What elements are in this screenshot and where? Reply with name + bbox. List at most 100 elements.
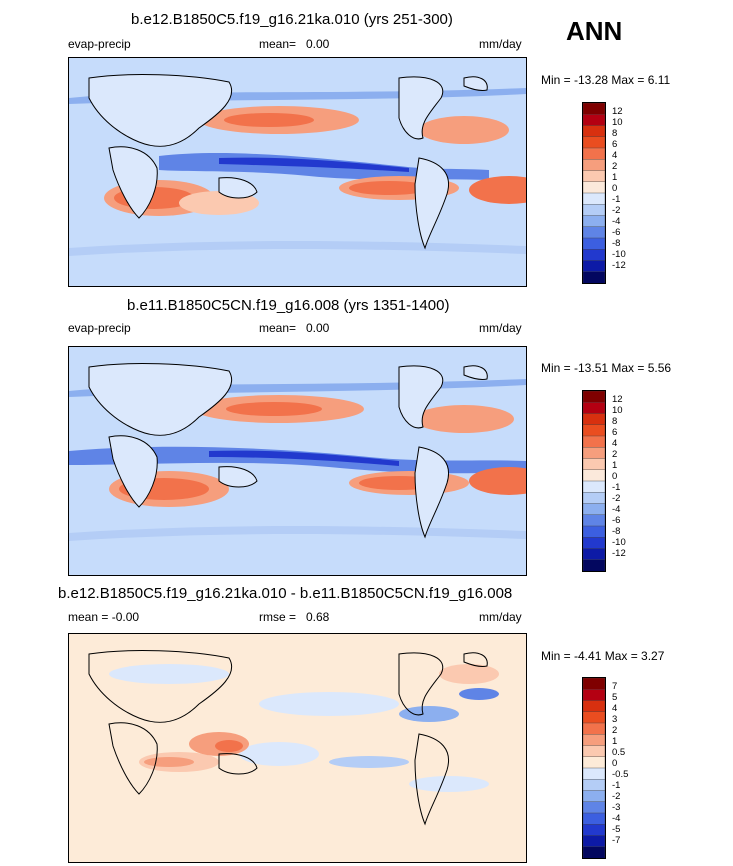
- colorbar-swatch: [583, 170, 605, 183]
- panel-2-cb-label: -4: [612, 504, 621, 515]
- panel-1-cb-label: 6: [612, 139, 618, 150]
- panel-3-cb-label: 7: [612, 681, 618, 692]
- colorbar-swatch: [583, 237, 605, 250]
- colorbar-swatch: [583, 413, 605, 426]
- colorbar-swatch: [583, 835, 605, 848]
- colorbar-swatch: [583, 215, 605, 228]
- panel-3-rmse-label: rmse =: [259, 610, 297, 624]
- panel-3-cb-label: 3: [612, 714, 618, 725]
- colorbar-swatch: [583, 711, 605, 724]
- panel-1-cb-label: -2: [612, 205, 621, 216]
- colorbar-swatch: [583, 260, 605, 273]
- colorbar-swatch: [583, 514, 605, 527]
- panel-2-colorbar: 12 10 8 6 4 2 1 0 -1 -2 -4 -6 -8 -10 -12: [582, 390, 626, 572]
- colorbar-swatch: [583, 435, 605, 448]
- panel-1-cb-label: 12: [612, 106, 623, 117]
- panel-2-cb-label: -8: [612, 526, 621, 537]
- panel-1-cb-label: -4: [612, 216, 621, 227]
- panel-3-cb-label: -0.5: [612, 769, 629, 780]
- colorbar-swatch: [583, 391, 605, 403]
- panel-2-cb-label: -10: [612, 537, 626, 548]
- colorbar-swatch: [583, 678, 605, 690]
- panel-3-field: [69, 634, 526, 862]
- colorbar-swatch: [583, 181, 605, 194]
- colorbar-swatch: [583, 824, 605, 837]
- panel-1-field: [69, 58, 526, 286]
- panel-1-cb-label: 0: [612, 183, 618, 194]
- colorbar-swatch: [583, 147, 605, 160]
- colorbar-swatch: [583, 159, 605, 172]
- colorbar-swatch: [583, 548, 605, 561]
- panel-2-mean-value: 0.00: [306, 321, 330, 335]
- panel-3-units: mm/day: [479, 610, 522, 624]
- colorbar-swatch: [583, 458, 605, 471]
- panel-3-map: [68, 633, 527, 863]
- panel-1-units: mm/day: [479, 37, 522, 51]
- colorbar-swatch: [583, 103, 605, 115]
- colorbar-swatch: [583, 790, 605, 803]
- panel-2-field: [69, 347, 526, 575]
- colorbar-swatch: [583, 846, 605, 858]
- panel-2-units: mm/day: [479, 321, 522, 335]
- panel-1-variable-label: evap-precip: [68, 37, 131, 51]
- panel-3-cb-label: -2: [612, 791, 621, 802]
- panel-1-colorbar-swatches: [582, 102, 606, 284]
- panel-2-map: [68, 346, 527, 576]
- colorbar-swatch: [583, 424, 605, 437]
- panel-2-mean-label: mean=: [259, 321, 297, 335]
- colorbar-swatch: [583, 204, 605, 217]
- colorbar-swatch: [583, 469, 605, 482]
- panel-3-title: b.e12.B1850C5.f19_g16.21ka.010 - b.e11.B…: [58, 585, 513, 602]
- season-label: ANN: [566, 16, 623, 46]
- panel-1-cb-label: 1: [612, 172, 618, 183]
- colorbar-swatch: [583, 125, 605, 138]
- panel-3-cb-label: -3: [612, 802, 621, 813]
- colorbar-swatch: [583, 559, 605, 571]
- panel-2-cb-label: -12: [612, 548, 626, 559]
- panel-2-cb-label: 10: [612, 405, 623, 416]
- colorbar-swatch: [583, 492, 605, 505]
- colorbar-swatch: [583, 722, 605, 735]
- panel-1-cb-label: -8: [612, 238, 621, 249]
- panel-2-cb-label: 1: [612, 460, 618, 471]
- colorbar-swatch: [583, 801, 605, 814]
- panel-2-cb-label: 12: [612, 394, 623, 405]
- panel-3-cb-label: -1: [612, 780, 621, 791]
- panel-3-rmse-value: 0.68: [306, 610, 330, 624]
- colorbar-swatch: [583, 402, 605, 415]
- panel-1-min-max: Min = -13.28 Max = 6.11: [541, 73, 671, 87]
- colorbar-swatch: [583, 503, 605, 516]
- colorbar-swatch: [583, 779, 605, 792]
- panel-1-cb-label: 8: [612, 128, 618, 139]
- colorbar-swatch: [583, 537, 605, 550]
- panel-2-cb-label: 8: [612, 416, 618, 427]
- colorbar-swatch: [583, 700, 605, 713]
- panel-1-cb-label: -10: [612, 249, 626, 260]
- colorbar-swatch: [583, 689, 605, 702]
- panel-1-mean-value: 0.00: [306, 37, 330, 51]
- panel-3-cb-label: 0.5: [612, 747, 626, 758]
- colorbar-swatch: [583, 271, 605, 283]
- panel-2-colorbar-swatches: [582, 390, 606, 572]
- panel-2-cb-label: -6: [612, 515, 621, 526]
- panel-2-cb-label: 6: [612, 427, 618, 438]
- panel-1-cb-label: -6: [612, 227, 621, 238]
- panel-1-cb-label: 10: [612, 117, 623, 128]
- panel-3-cb-label: 2: [612, 725, 618, 736]
- colorbar-swatch: [583, 192, 605, 205]
- panel-2-cb-label: 2: [612, 449, 618, 460]
- colorbar-swatch: [583, 249, 605, 262]
- panel-2-cb-label: -1: [612, 482, 621, 493]
- panel-3-cb-label: -7: [612, 835, 621, 846]
- panel-1-cb-label: 2: [612, 161, 618, 172]
- panel-1-map: [68, 57, 527, 287]
- panel-2-cb-label: -2: [612, 493, 621, 504]
- panel-3-cb-label: 4: [612, 703, 618, 714]
- panel-1-colorbar: 12 10 8 6 4 2 1 0 -1 -2 -4 -6 -8 -10 -12: [582, 102, 626, 284]
- colorbar-swatch: [583, 447, 605, 460]
- panel-3-cb-label: -5: [612, 824, 621, 835]
- panel-2-cb-label: 4: [612, 438, 618, 449]
- panel-3-cb-label: 0: [612, 758, 618, 769]
- colorbar-swatch: [583, 745, 605, 758]
- panel-2-title: b.e11.B1850C5CN.f19_g16.008 (yrs 1351-14…: [127, 297, 450, 314]
